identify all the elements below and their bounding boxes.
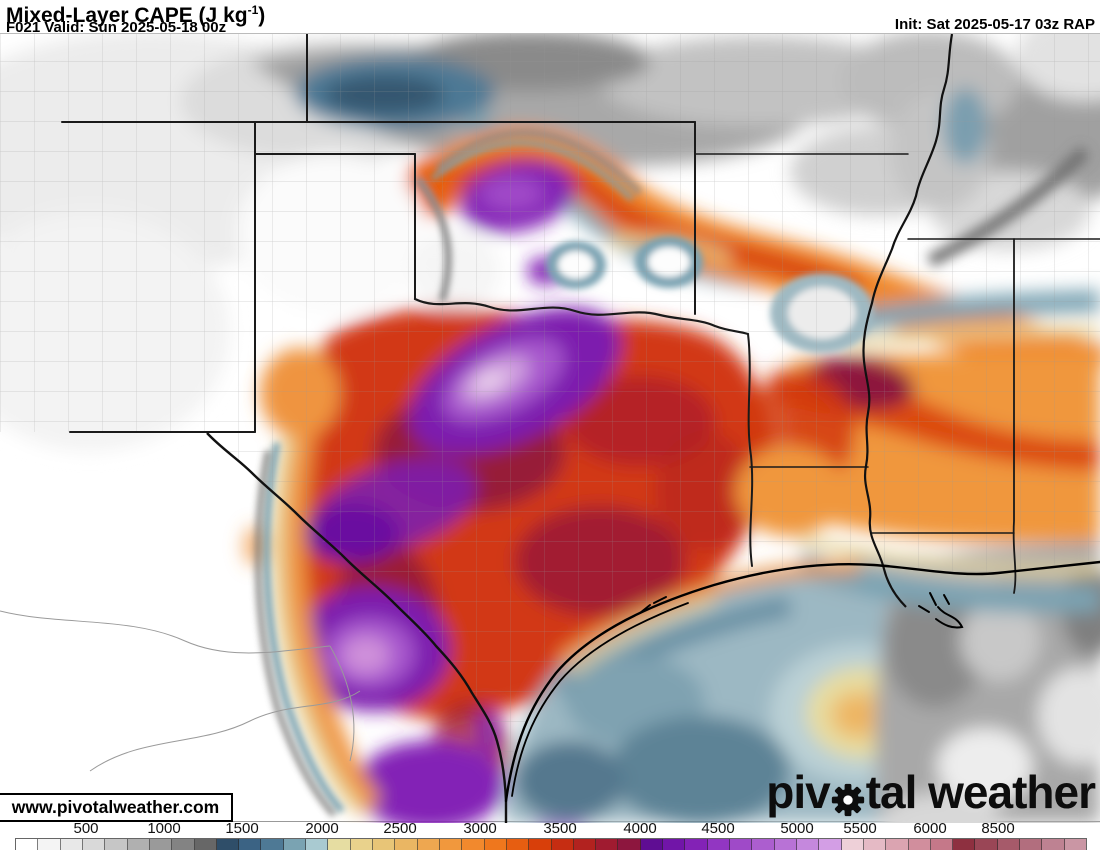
colorbar-cell <box>1020 839 1043 850</box>
colorbar-tick-label: 3000 <box>463 820 497 837</box>
red-river-border <box>413 297 750 336</box>
coastline <box>504 560 1100 803</box>
cape-colorbar <box>15 838 1087 850</box>
logo-text-left: piv <box>766 766 830 818</box>
colorbar-cell <box>149 839 173 850</box>
colorbar-cell <box>841 839 864 850</box>
colorbar-cell <box>707 839 730 850</box>
colorbar-cell <box>730 839 753 850</box>
colorbar-cell <box>328 839 351 850</box>
colorbar-tick-label: 8500 <box>981 820 1015 837</box>
colorbar-tick-label: 1000 <box>147 820 181 837</box>
colorbar-tick-label: 2500 <box>383 820 417 837</box>
colorbar-cell <box>484 839 507 850</box>
state-borders <box>61 34 1100 594</box>
watermark: www.pivotalweather.com <box>0 793 233 822</box>
model-init-label: Init: Sat 2025-05-17 03z RAP <box>894 16 1095 33</box>
colorbar-tick-label: 1500 <box>225 820 259 837</box>
colorbar-tick-labels: 500 1000 1500 2000 2500 3000 3500 4000 4500 5000 5… <box>0 820 1100 837</box>
colorbar-cell <box>685 839 708 850</box>
colorbar-cell <box>306 839 329 850</box>
colorbar-tick-label: 4000 <box>623 820 657 837</box>
colorbar-cell <box>60 839 83 850</box>
colorbar-cell <box>663 839 686 850</box>
colorbar-cell <box>439 839 463 850</box>
colorbar-cell <box>529 839 552 850</box>
colorbar-cell <box>551 839 574 850</box>
forecast-valid-label: F021 Valid: Sun 2025-05-18 00z <box>6 19 227 36</box>
colorbar-cell <box>105 839 128 850</box>
colorbar-tick-label: 5000 <box>780 820 814 837</box>
colorbar-cell <box>462 839 485 850</box>
colorbar-tick-label: 3500 <box>543 820 577 837</box>
colorbar-cell <box>796 839 820 850</box>
header: Mixed-Layer CAPE (J kg-1) F021 Valid: Su… <box>0 0 1100 36</box>
colorbar-tick-label: 5500 <box>843 820 877 837</box>
colorbar-cell <box>997 839 1021 850</box>
colorbar-cell <box>1064 839 1086 850</box>
colorbar-cell <box>886 839 909 850</box>
colorbar-cell <box>819 839 842 850</box>
colorbar-cell <box>350 839 373 850</box>
colorbar-cell <box>752 839 775 850</box>
colorbar-cell <box>953 839 976 850</box>
colorbar-cell <box>908 839 931 850</box>
rio-grande-border <box>206 432 508 823</box>
colorbar-tick-label: 4500 <box>701 820 735 837</box>
colorbar-cell <box>373 839 396 850</box>
cape-map <box>0 33 1100 823</box>
colorbar-cell <box>216 839 240 850</box>
colorbar-cell <box>82 839 106 850</box>
page-title: Mixed-Layer CAPE (J kg-1) <box>6 0 265 26</box>
colorbar-tick-label: 6000 <box>913 820 947 837</box>
colorbar-cell <box>618 839 641 850</box>
colorbar-cell <box>239 839 262 850</box>
colorbar-tick-label: 500 <box>73 820 99 837</box>
gear-icon <box>831 778 865 817</box>
mexico-boundaries <box>0 610 361 772</box>
colorbar-cell <box>596 839 619 850</box>
colorbar-cell <box>975 839 998 850</box>
colorbar-cell <box>640 839 664 850</box>
mississippi-river <box>862 34 954 608</box>
colorbar-cell <box>1042 839 1065 850</box>
colorbar-cell <box>774 839 797 850</box>
colorbar-cell <box>417 839 440 850</box>
colorbar-cell <box>506 839 530 850</box>
colorbar-cell <box>127 839 150 850</box>
county-grid <box>0 34 1100 823</box>
colorbar-tick-label: 2000 <box>305 820 339 837</box>
cape-field-svg <box>0 34 1100 823</box>
title-superscript: -1 <box>247 3 259 17</box>
colorbar-cell <box>194 839 217 850</box>
colorbar-cell <box>38 839 61 850</box>
title-close: ) <box>258 4 266 27</box>
colorbar-cell <box>16 839 39 850</box>
title-text: Mixed-Layer CAPE (J kg <box>6 4 248 27</box>
colorbar-cell <box>172 839 195 850</box>
pivotal-weather-logo: piv tal weather <box>766 766 1096 818</box>
logo-text-right: tal weather <box>865 766 1096 818</box>
colorbar-cell <box>261 839 284 850</box>
colorbar-cell <box>930 839 954 850</box>
colorbar-cell <box>283 839 307 850</box>
colorbar-cell <box>395 839 418 850</box>
colorbar-cell <box>863 839 887 850</box>
colorbar-cell <box>573 839 597 850</box>
